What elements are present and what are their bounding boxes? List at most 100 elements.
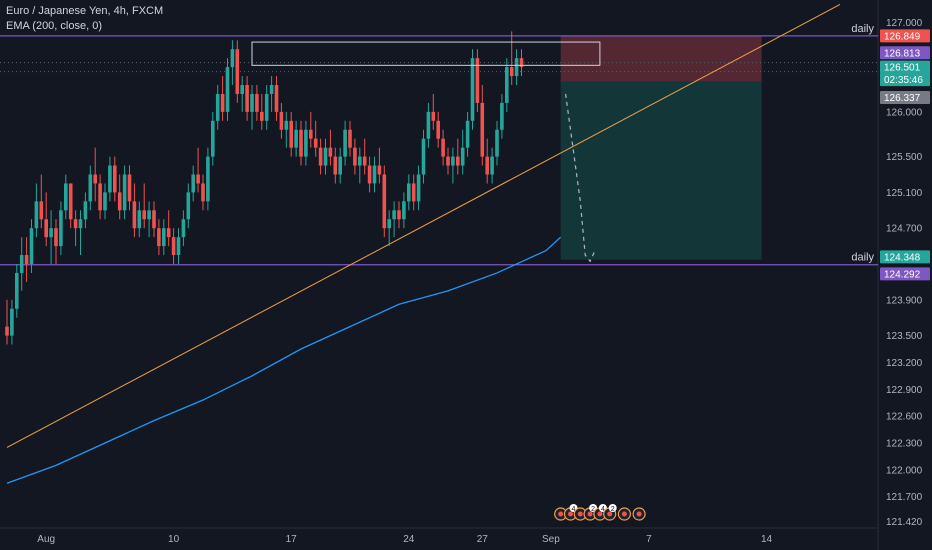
candle [5, 299, 9, 345]
ema-indicator-label[interactable]: EMA (200, close, 0) [6, 20, 102, 32]
candle [480, 85, 485, 166]
candle-body [24, 255, 29, 264]
candle [456, 138, 460, 175]
price-tick-label: 122.600 [886, 412, 923, 423]
candle [166, 210, 171, 247]
candle-body [122, 174, 127, 211]
price-tag-value: 126.337 [884, 93, 921, 104]
candle-body [358, 156, 362, 166]
daily-level-label: daily [851, 23, 874, 35]
candle-body [117, 192, 122, 211]
candle-body [108, 165, 112, 193]
candle-body [411, 183, 416, 202]
price-tick-label: 121.700 [886, 492, 923, 503]
candle [436, 111, 440, 148]
candle-body [19, 255, 24, 273]
candle [211, 111, 215, 166]
candle-body [54, 228, 58, 247]
candle [377, 147, 382, 184]
event-dot [568, 511, 573, 517]
candle [117, 174, 122, 220]
candle [426, 102, 431, 148]
candle [505, 58, 509, 112]
event-marker-icon [617, 507, 632, 521]
price-tag: 126.813 [880, 46, 930, 60]
candle-body [333, 156, 338, 175]
time-tick-label: 7 [646, 534, 652, 545]
candle-body [230, 49, 235, 68]
candle-body [68, 183, 73, 220]
price-tag-value: 124.292 [884, 269, 921, 280]
candle-body [465, 120, 470, 148]
candle-body [294, 129, 298, 148]
candle [465, 111, 470, 157]
stop-loss-zone [560, 35, 762, 82]
candle [509, 31, 514, 86]
time-tick-label: 10 [168, 534, 180, 545]
candle-body [328, 147, 333, 157]
event-badge-count: 2 [611, 506, 615, 513]
candle [196, 147, 200, 193]
candle-body [480, 102, 485, 157]
candle [73, 210, 78, 247]
symbol-title[interactable]: Euro / Japanese Yen, 4h, FXCM [6, 5, 164, 17]
event-dot [636, 511, 642, 517]
event-marker-icon: 2 [603, 504, 617, 521]
candle-body [323, 147, 328, 166]
event-dot [558, 511, 564, 517]
price-tag-value: 02:35:46 [884, 75, 923, 86]
candle-body [269, 85, 274, 94]
event-dot [577, 511, 583, 517]
candle [402, 192, 406, 229]
candle-body [29, 228, 34, 264]
candle [421, 129, 426, 184]
candle-body [441, 138, 445, 157]
chart-legend: Euro / Japanese Yen, 4h, FXCM EMA (200, … [6, 4, 163, 34]
time-tick-label: 27 [477, 534, 489, 545]
price-tick-label: 124.700 [886, 224, 923, 235]
candle-body [240, 85, 244, 94]
price-tick-label: 125.500 [886, 152, 923, 163]
candle [225, 58, 230, 121]
candle [416, 165, 421, 211]
candle-body [372, 165, 377, 184]
candle [304, 120, 308, 166]
candle [176, 228, 181, 264]
candle [255, 85, 259, 121]
projected-path-arrow [565, 93, 596, 263]
price-tick-label: 125.100 [886, 188, 923, 199]
candle [372, 156, 377, 193]
candle-body [44, 219, 48, 238]
candle-body [78, 219, 83, 229]
candle-body [157, 228, 161, 247]
time-tick-label: 24 [403, 534, 415, 545]
candle [132, 183, 137, 238]
candle-body [260, 111, 264, 121]
candle-body [215, 93, 220, 121]
price-tag-bg [880, 46, 930, 60]
candle [328, 129, 333, 166]
candle-body [348, 129, 352, 148]
ascending-trendline [6, 4, 841, 448]
candle [191, 165, 195, 202]
candle [162, 219, 166, 256]
price-tag-value: 126.501 [884, 63, 921, 74]
candle [49, 210, 53, 264]
price-tag-value: 126.813 [884, 48, 921, 59]
daily-level-label: daily [851, 252, 874, 264]
candle-body [274, 85, 279, 112]
candle-body [451, 156, 455, 166]
price-tick-label: 123.500 [886, 331, 923, 342]
candle [495, 120, 499, 166]
candle [289, 111, 293, 157]
price-tag: 02:35:46 [880, 73, 930, 87]
price-tick-label: 121.420 [886, 517, 923, 528]
candle-body [505, 67, 509, 103]
candle [206, 147, 210, 211]
candle-body [500, 102, 504, 130]
price-tag-bg [880, 267, 930, 281]
candle-body [64, 183, 68, 211]
candle [358, 147, 362, 184]
candle-body [5, 326, 9, 336]
